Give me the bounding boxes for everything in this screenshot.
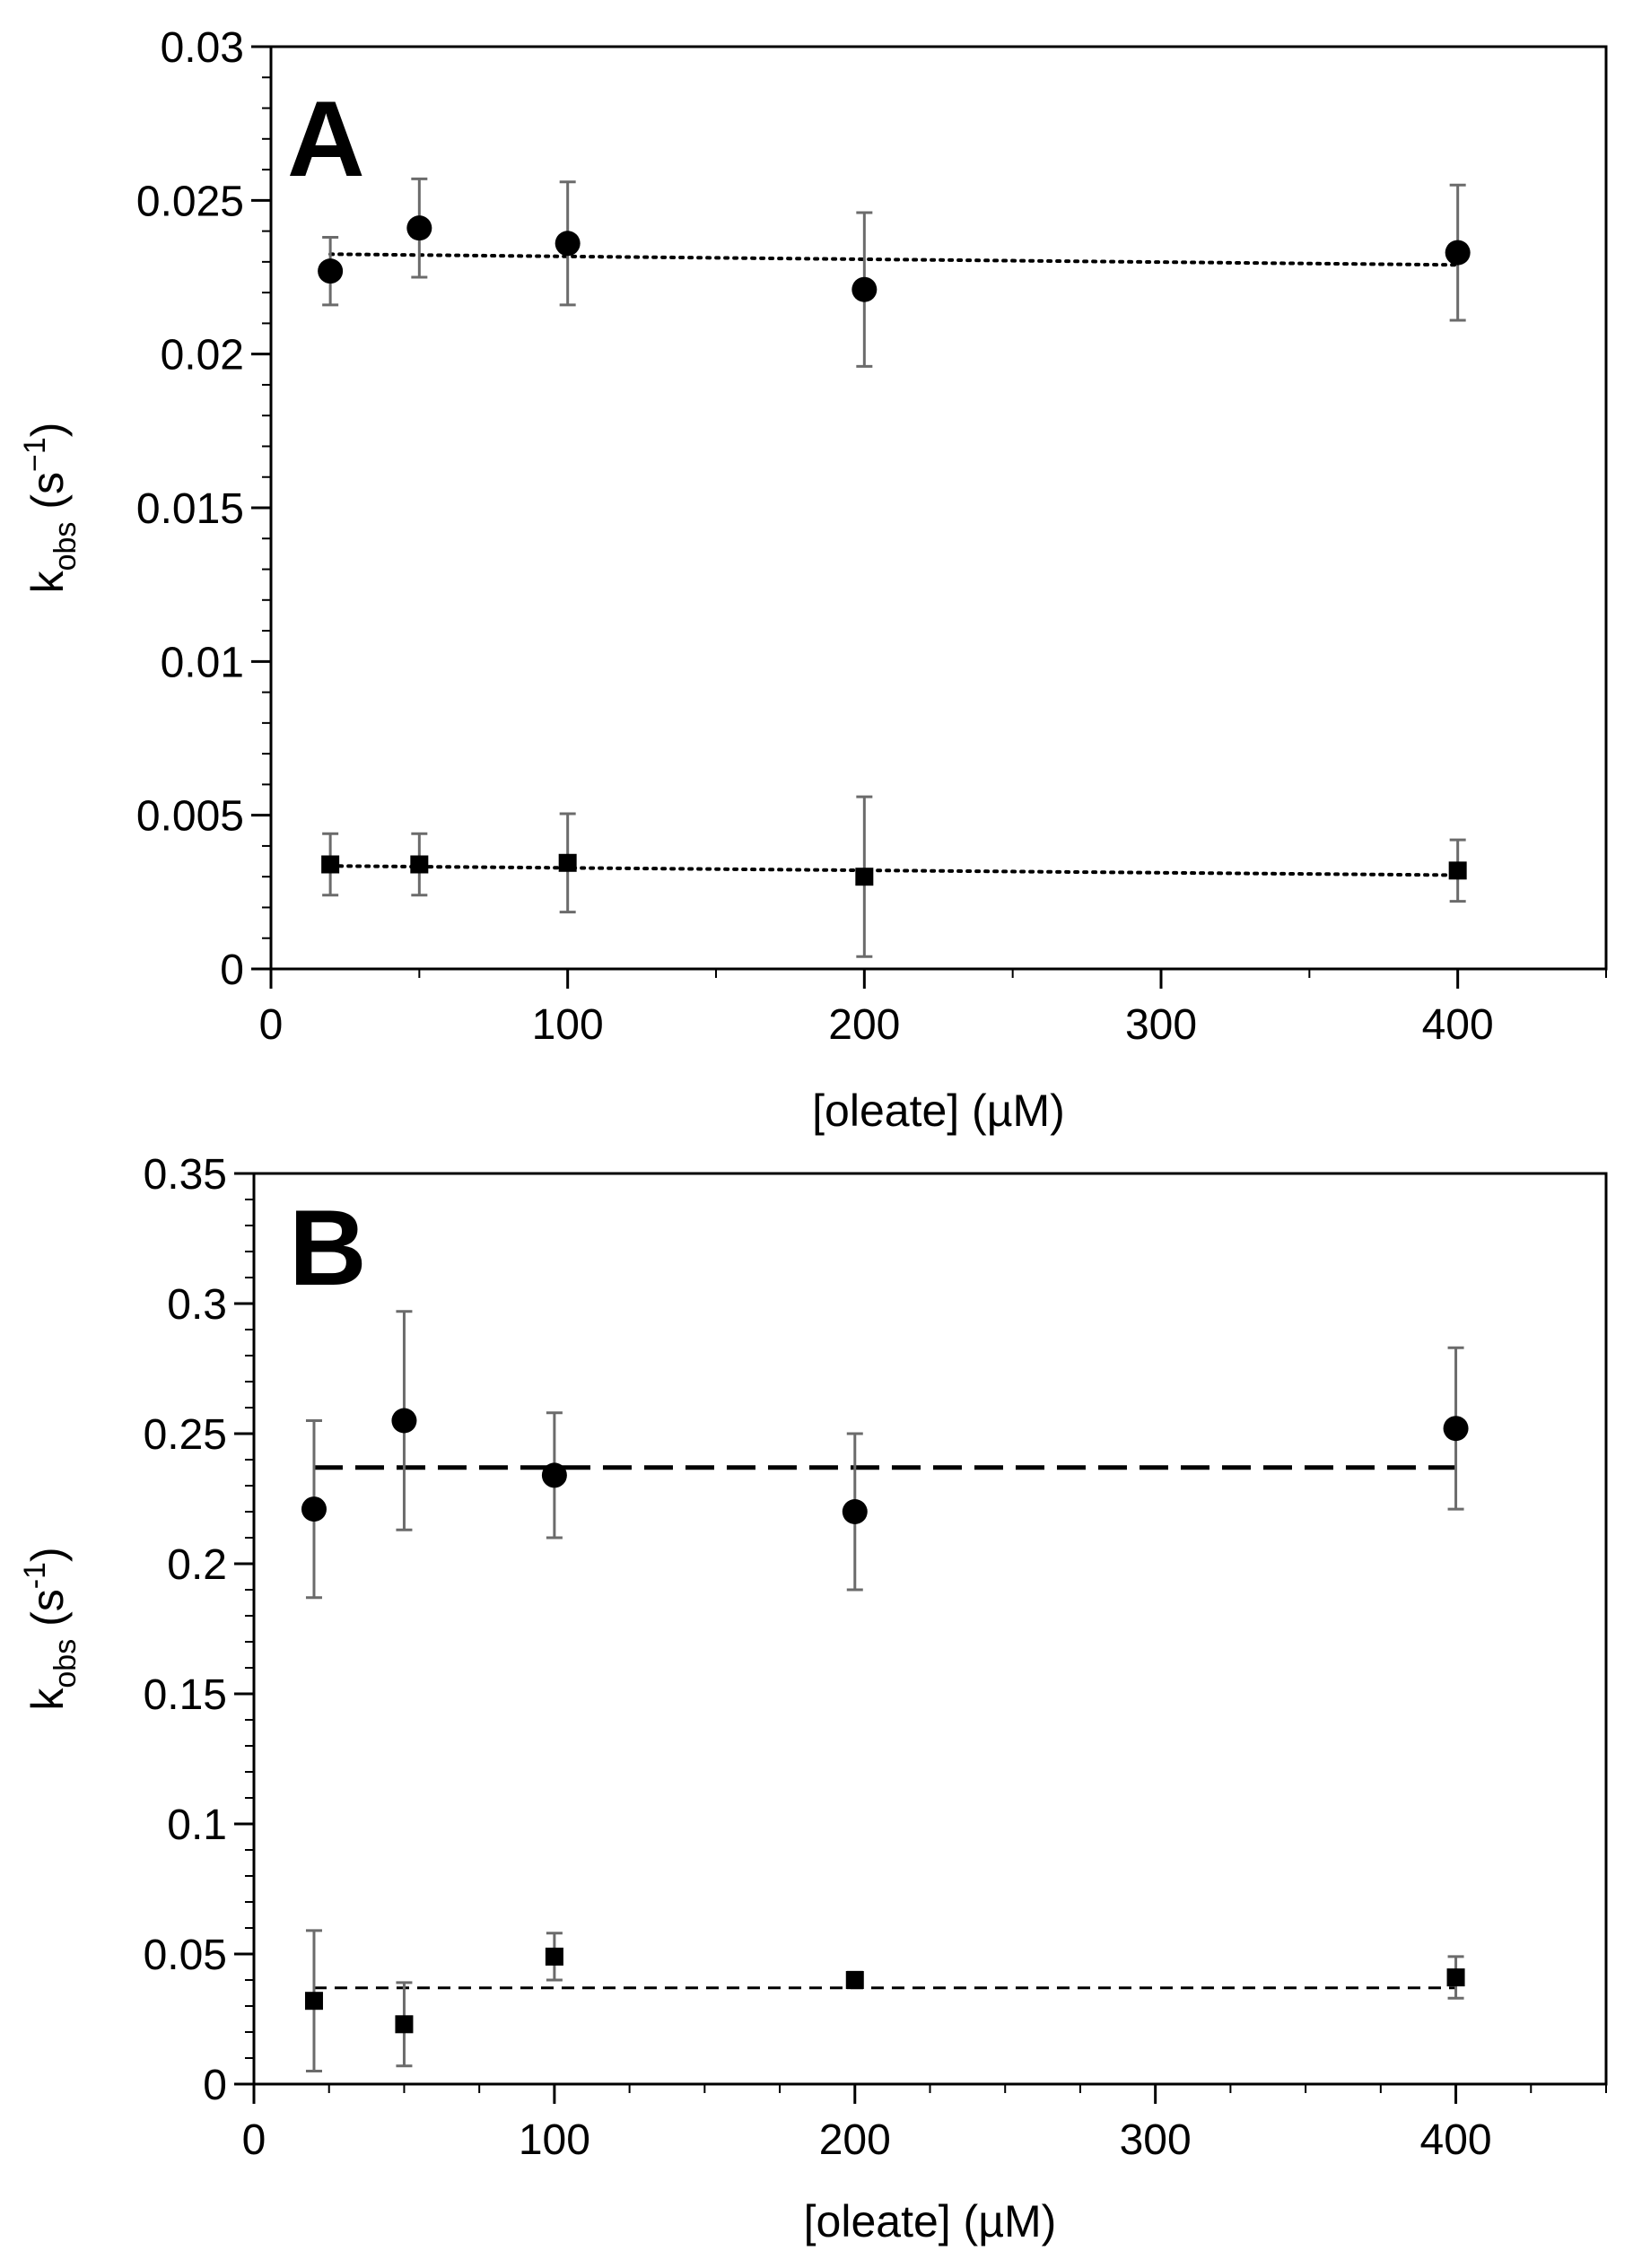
y-tick-label: 0.02 (161, 332, 244, 379)
data-point-square (410, 855, 429, 874)
panel-letter: B (289, 1188, 367, 1308)
x-tick-label: 100 (532, 1001, 604, 1049)
x-tick-label: 300 (1125, 1001, 1197, 1049)
x-tick-label: 0 (259, 1001, 284, 1049)
y-tick-label: 0.05 (144, 1932, 227, 1979)
x-tick-label: 200 (828, 1001, 900, 1049)
y-axis-title: kobs (s−1) (18, 423, 83, 594)
y-tick-label: 0.1 (167, 1801, 227, 1849)
data-point-square (558, 853, 577, 872)
y-tick-label: 0.01 (161, 639, 244, 686)
x-tick-label: 300 (1120, 2116, 1192, 2164)
y-axis-title-main: k (22, 1688, 73, 1711)
y-axis-title-unit-open: (s (22, 472, 73, 522)
data-point-circle (301, 1496, 327, 1522)
y-tick-label: 0 (203, 2062, 227, 2109)
data-point-square (395, 2015, 414, 2034)
data-point-circle (1445, 240, 1471, 266)
x-tick-label: 0 (242, 2116, 266, 2164)
plot-frame (269, 45, 1608, 971)
data-point-square (321, 855, 340, 874)
y-axis-title-unit-open: (s (22, 1589, 73, 1639)
y-tick-label: 0.3 (167, 1281, 227, 1329)
plot-frame (252, 1172, 1608, 2086)
x-tick-label: 100 (519, 2116, 590, 2164)
data-point-square (1446, 1968, 1465, 1987)
y-tick-label: 0.005 (136, 793, 244, 841)
y-tick-label: 0.15 (144, 1671, 227, 1719)
data-point-square (545, 1947, 563, 1966)
x-tick-label: 400 (1422, 1001, 1494, 1049)
data-point-square (1448, 861, 1467, 880)
y-axis-title-unit-close: ) (22, 1547, 73, 1562)
y-tick-label: 0.03 (161, 24, 244, 72)
trend-line-squares (328, 864, 1460, 877)
panel-a-chart: 0 100 200 300 400 0 0.005 0.01 0.015 0.02 0.025 0.0… (18, 24, 1608, 1136)
data-point-square (304, 1992, 323, 2011)
panel-letter: A (287, 79, 365, 199)
x-tick-label: 400 (1420, 2116, 1492, 2164)
y-axis-title-superscript: −1 (18, 437, 52, 472)
y-axis-title: kobs (s-1) (18, 1547, 83, 1710)
panel-b-chart: 0 100 200 300 400 0 0.05 0.1 0.15 0.2 0.25 0.3 0.35 [… (18, 1151, 1608, 2246)
y-axis-title-superscript: -1 (18, 1562, 52, 1589)
data-point-circle (842, 1499, 868, 1524)
y-axis-title-subscript: obs (48, 1639, 83, 1688)
trend-line-circles (328, 252, 1460, 267)
x-axis-title: [oleate] (µM) (804, 2196, 1057, 2246)
data-point-square (845, 1971, 864, 1989)
y-tick-label: 0.25 (144, 1411, 227, 1459)
data-point-square (855, 868, 874, 886)
y-axis-title-subscript: obs (48, 522, 83, 571)
y-tick-label: 0.35 (144, 1151, 227, 1199)
data-point-circle (1443, 1416, 1469, 1442)
y-tick-label: 0.025 (136, 178, 244, 225)
y-tick-label: 0.015 (136, 485, 244, 533)
data-point-circle (555, 231, 581, 257)
x-tick-label: 200 (819, 2116, 891, 2164)
data-point-circle (406, 215, 432, 241)
data-point-circle (391, 1408, 417, 1434)
y-axis-title-unit-close: ) (22, 423, 73, 438)
data-point-circle (541, 1462, 567, 1488)
data-point-circle (851, 276, 878, 302)
y-axis-title-main: k (22, 570, 73, 593)
y-tick-label: 0 (220, 946, 244, 994)
x-axis-title: [oleate] (µM) (812, 1086, 1065, 1136)
y-tick-label: 0.2 (167, 1541, 227, 1589)
data-point-circle (318, 258, 344, 284)
